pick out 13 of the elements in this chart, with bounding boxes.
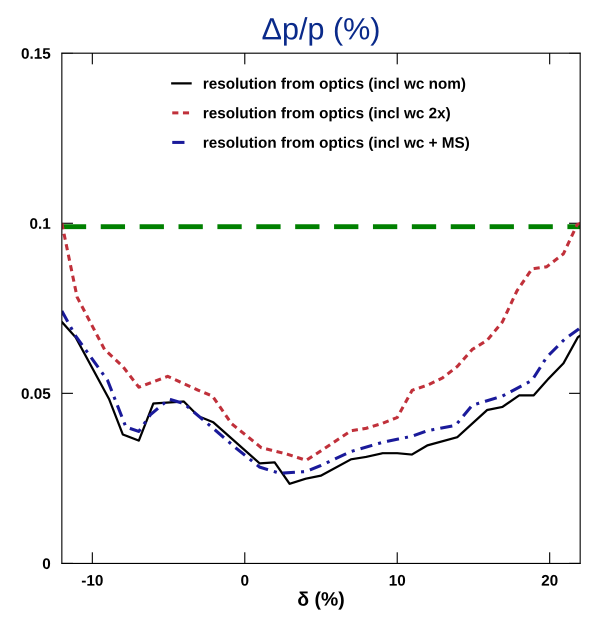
y-tick-label: 0 bbox=[42, 558, 50, 570]
chart-title: Δp/p (%) bbox=[262, 17, 379, 46]
x-tick-label: 10 bbox=[390, 574, 406, 586]
x-tick-label: 0 bbox=[241, 574, 248, 586]
y-tick-label: 0.15 bbox=[22, 48, 50, 59]
legend-label: resolution from optics (incl wc + MS) bbox=[204, 136, 470, 151]
y-tick-label: 0.1 bbox=[30, 218, 50, 229]
legend-label: resolution from optics (incl wc 2x) bbox=[204, 107, 450, 122]
y-tick-label: 0.05 bbox=[22, 388, 50, 400]
x-axis-title: δ (%) bbox=[298, 592, 344, 610]
x-tick-label: 20 bbox=[542, 574, 558, 586]
x-tick-label: -10 bbox=[82, 574, 103, 586]
legend-label: resolution from optics (incl wc nom) bbox=[204, 78, 466, 92]
